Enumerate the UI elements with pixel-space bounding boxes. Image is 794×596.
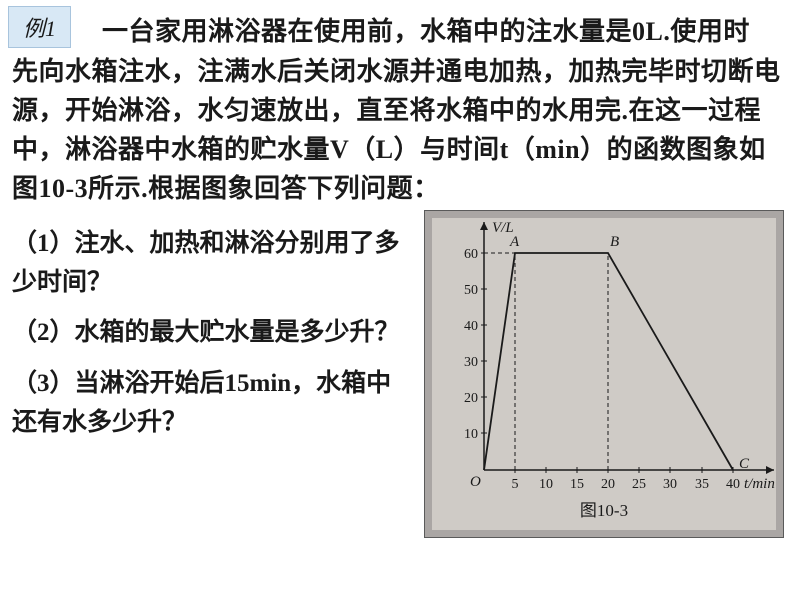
svg-text:40: 40 [726,477,740,492]
xlabel: t/min [744,476,775,492]
svg-text:25: 25 [632,477,646,492]
svg-text:35: 35 [695,477,709,492]
problem-intro: 一台家用淋浴器在使用前，水箱中的注水量是0L.使用时 [102,12,782,51]
svg-text:60: 60 [464,247,478,262]
svg-text:30: 30 [663,477,677,492]
question-1: （1）注水、加热和淋浴分别用了多少时间？ [12,225,412,303]
svg-text:10: 10 [539,477,553,492]
point-C-label: C [739,456,750,472]
svg-text:20: 20 [601,477,615,492]
point-B-label: B [610,234,619,250]
problem-body: 先向水箱注水，注满水后关闭水源并通电加热，加热完毕时切断电源，开始淋浴，水匀速放… [12,52,782,208]
svg-text:30: 30 [464,355,478,370]
question-3: （3）当淋浴开始后15min，水箱中还有水多少升？ [12,365,412,443]
point-A-label: A [509,234,520,250]
svg-text:50: 50 [464,283,478,298]
figure-label: 图10-3 [580,501,628,520]
chart-figure: V/L t/min O 10 20 30 40 50 60 5 10 15 20… [424,210,784,538]
svg-text:20: 20 [464,391,478,406]
origin-label: O [470,474,481,490]
svg-text:10: 10 [464,427,478,442]
svg-text:5: 5 [512,477,519,492]
example-label: 例1 [8,6,71,48]
svg-text:40: 40 [464,319,478,334]
svg-text:15: 15 [570,477,584,492]
question-2: （2）水箱的最大贮水量是多少升？ [12,314,412,353]
